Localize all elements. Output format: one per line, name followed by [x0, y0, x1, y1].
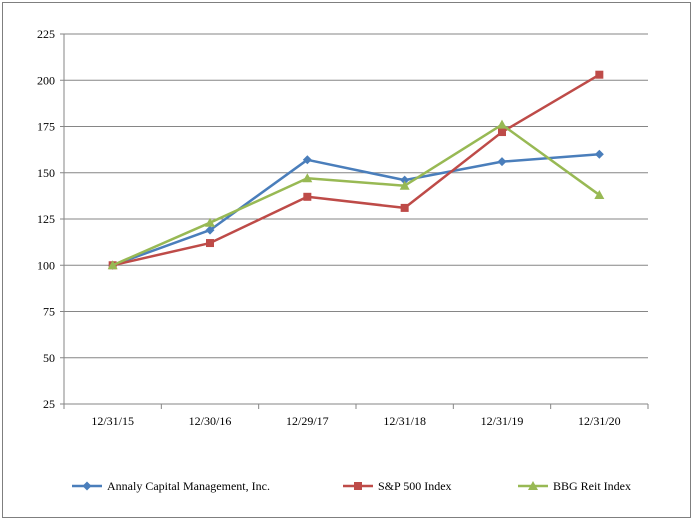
y-tick-label: 150 — [37, 166, 55, 180]
data-point — [497, 119, 507, 129]
legend-marker-1 — [354, 482, 362, 490]
data-point — [594, 189, 605, 199]
data-point — [497, 157, 507, 167]
data-point — [594, 149, 604, 159]
series-lines — [107, 70, 605, 270]
series-line-1 — [112, 73, 600, 267]
data-point — [205, 225, 215, 235]
x-tick-label: 12/29/17 — [286, 414, 329, 428]
data-point — [302, 155, 312, 165]
data-point — [303, 192, 312, 201]
data-point — [400, 175, 410, 185]
x-tick-labels: 12/31/15 12/30/16 12/29/17 12/31/18 12/31/19… — [91, 414, 620, 428]
data-point — [400, 203, 409, 212]
y-tick-label: 75 — [43, 305, 55, 319]
y-tick-label: 175 — [37, 120, 55, 134]
x-tick-label: 12/31/19 — [481, 414, 524, 428]
data-point — [498, 128, 506, 137]
data-point — [206, 239, 214, 248]
y-tick-label: 125 — [37, 212, 55, 226]
axes — [60, 33, 649, 409]
legend-label-2: BBG Reit Index — [553, 479, 631, 493]
legend-marker-2 — [528, 481, 538, 490]
data-point — [107, 260, 118, 270]
legend-marker-0 — [82, 481, 92, 491]
data-point — [302, 173, 313, 183]
y-tick-label: 200 — [37, 73, 55, 87]
y-tick-label: 50 — [43, 351, 55, 365]
y-tick-label: 25 — [43, 397, 55, 411]
series-line-0 — [112, 153, 600, 267]
data-point — [595, 70, 604, 79]
chart-frame: 25 50 75 100 125 150 175 200 225 12/31/15 12/30/1… — [2, 2, 691, 518]
x-tick-label: 12/31/15 — [91, 414, 134, 428]
series-line-2 — [112, 123, 601, 267]
gridlines — [64, 33, 648, 405]
legend-label-0: Annaly Capital Management, Inc. — [107, 479, 270, 493]
x-tick-label: 12/31/18 — [383, 414, 426, 428]
line-chart: 25 50 75 100 125 150 175 200 225 12/31/15 12/30/1… — [37, 27, 649, 493]
y-tick-label: 100 — [37, 258, 55, 272]
legend: Annaly Capital Management, Inc. S&P 500 I… — [72, 479, 631, 493]
x-tick-label: 12/31/20 — [578, 414, 621, 428]
data-point — [205, 217, 215, 227]
y-tick-labels: 25 50 75 100 125 150 175 200 225 — [37, 27, 55, 411]
data-point — [399, 180, 410, 190]
legend-label-1: S&P 500 Index — [378, 479, 452, 493]
y-tick-label: 225 — [37, 27, 55, 41]
x-tick-label: 12/30/16 — [189, 414, 232, 428]
